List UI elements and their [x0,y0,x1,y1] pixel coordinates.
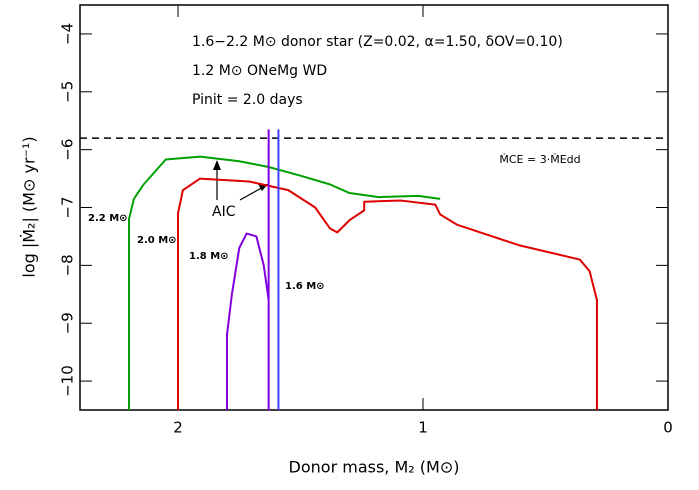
y-tick-label: −4 [59,23,77,45]
y-tick-label: −5 [59,81,77,103]
series-line [177,177,598,410]
series-line [128,155,441,410]
series-label: 2.2 M⊙ [88,213,128,224]
annotation: Pinit = 2.0 days [192,92,303,108]
y-tick-label: −9 [59,312,77,334]
y-tick-label: −10 [59,365,77,397]
x-tick-label: 0 [663,419,673,437]
y-tick-label: −7 [59,196,77,218]
x-tick-label: 1 [418,419,428,437]
reference-label: ṀCE = 3·ṀEdd [499,153,580,166]
series-label: 1.8 M⊙ [189,251,229,262]
annotation: 1.2 M⊙ ONeMg WD [192,63,327,79]
annotation: 1.6−2.2 M⊙ donor star (Z=0.02, α=1.50, δ… [192,34,563,50]
series-label: 2.0 M⊙ [137,235,177,246]
y-tick-label: −6 [59,139,77,161]
series-line [226,129,270,411]
x-axis-title: Donor mass, M₂ (M⊙) [289,458,460,477]
y-axis-title: log |Ṁ₂| (M⊙ yr⁻¹) [20,136,39,277]
plot-frame [79,4,669,411]
annotation: AIC [212,204,236,220]
series-label: 1.6 M⊙ [285,281,325,292]
x-tick-label: 2 [173,419,183,437]
y-tick-label: −8 [59,254,77,276]
arrow-head [213,160,221,170]
